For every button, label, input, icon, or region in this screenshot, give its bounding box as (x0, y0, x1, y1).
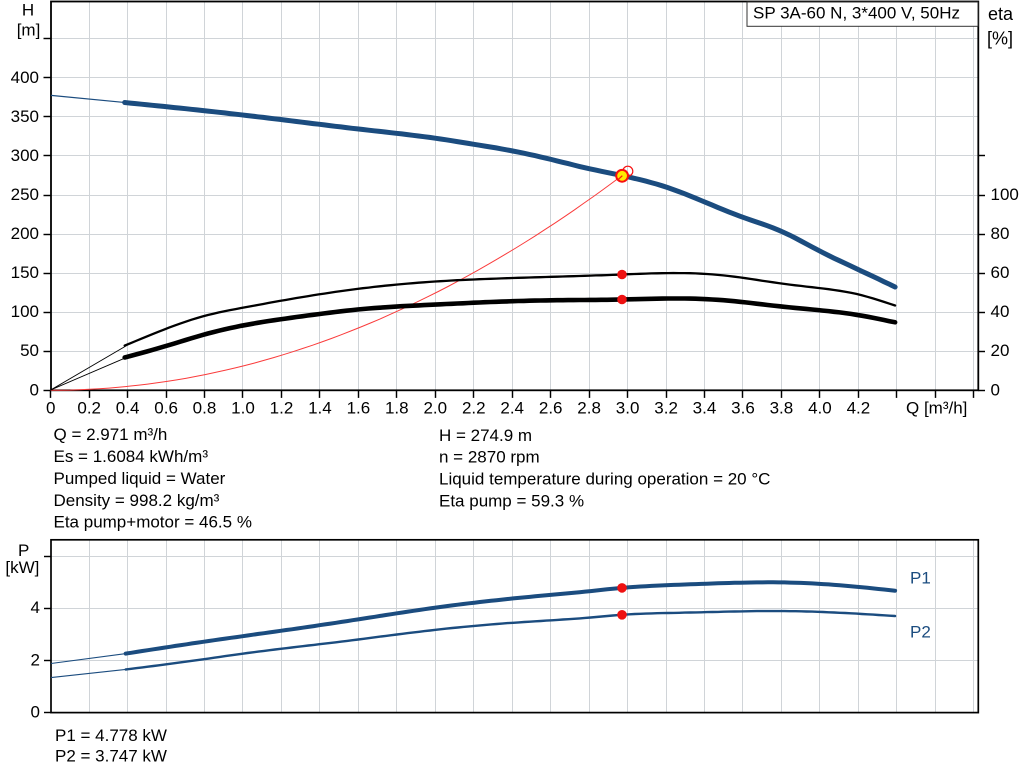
svg-text:P1: P1 (910, 568, 931, 587)
svg-text:1.0: 1.0 (231, 399, 255, 418)
svg-text:1.6: 1.6 (347, 399, 371, 418)
svg-text:1.8: 1.8 (385, 399, 409, 418)
svg-text:50: 50 (20, 341, 39, 360)
svg-text:250: 250 (11, 185, 39, 204)
svg-text:Density = 998.2 kg/m³: Density = 998.2 kg/m³ (54, 491, 220, 510)
svg-text:2.4: 2.4 (500, 399, 524, 418)
svg-text:200: 200 (11, 224, 39, 243)
svg-text:H = 274.9 m: H = 274.9 m (439, 426, 532, 445)
svg-text:Q [m³/h]: Q [m³/h] (906, 399, 967, 418)
svg-text:0.6: 0.6 (154, 399, 178, 418)
svg-text:0: 0 (991, 380, 1000, 399)
svg-text:P2: P2 (910, 622, 931, 641)
svg-text:2.6: 2.6 (539, 399, 563, 418)
svg-text:P2 = 3.747 kW: P2 = 3.747 kW (55, 746, 167, 765)
svg-text:150: 150 (11, 263, 39, 282)
svg-text:eta: eta (988, 4, 1014, 24)
svg-text:n = 2870 rpm: n = 2870 rpm (439, 448, 540, 467)
svg-text:2.8: 2.8 (577, 399, 601, 418)
svg-text:4: 4 (31, 598, 40, 617)
svg-text:3.2: 3.2 (654, 399, 678, 418)
svg-text:0.2: 0.2 (77, 399, 101, 418)
svg-text:1.2: 1.2 (270, 399, 294, 418)
svg-text:[%]: [%] (987, 29, 1013, 49)
svg-text:Q = 2.971 m³/h: Q = 2.971 m³/h (54, 425, 168, 444)
svg-text:3.8: 3.8 (770, 399, 794, 418)
svg-text:350: 350 (11, 107, 39, 126)
svg-text:0.4: 0.4 (116, 399, 140, 418)
svg-text:3.6: 3.6 (731, 399, 755, 418)
svg-text:P: P (18, 541, 29, 560)
svg-text:4.0: 4.0 (808, 399, 832, 418)
svg-text:2.2: 2.2 (462, 399, 486, 418)
svg-text:300: 300 (11, 146, 39, 165)
svg-text:SP 3A-60 N, 3*400 V, 50Hz: SP 3A-60 N, 3*400 V, 50Hz (753, 4, 960, 23)
svg-text:20: 20 (991, 341, 1010, 360)
svg-text:4.2: 4.2 (847, 399, 871, 418)
svg-text:Pumped liquid = Water: Pumped liquid = Water (54, 469, 226, 488)
svg-text:400: 400 (11, 68, 39, 87)
svg-text:Liquid temperature during oper: Liquid temperature during operation = 20… (439, 470, 770, 489)
svg-text:0: 0 (31, 703, 40, 722)
svg-text:Eta pump = 59.3 %: Eta pump = 59.3 % (439, 491, 584, 510)
svg-text:[m]: [m] (17, 20, 41, 39)
svg-text:[kW]: [kW] (5, 558, 39, 577)
svg-text:60: 60 (991, 263, 1010, 282)
svg-text:100: 100 (11, 302, 39, 321)
svg-text:3.0: 3.0 (616, 399, 640, 418)
svg-text:0.8: 0.8 (193, 399, 217, 418)
svg-text:Es = 1.6084 kWh/m³: Es = 1.6084 kWh/m³ (54, 447, 209, 466)
svg-text:2.0: 2.0 (423, 399, 447, 418)
svg-text:2: 2 (31, 650, 40, 669)
svg-text:40: 40 (991, 302, 1010, 321)
svg-text:H: H (22, 0, 34, 19)
svg-text:0: 0 (30, 380, 39, 399)
svg-text:1.4: 1.4 (308, 399, 332, 418)
svg-text:3.4: 3.4 (693, 399, 717, 418)
svg-text:Eta pump+motor = 46.5 %: Eta pump+motor = 46.5 % (54, 513, 252, 532)
svg-text:80: 80 (991, 224, 1010, 243)
svg-text:P1 = 4.778 kW: P1 = 4.778 kW (55, 726, 167, 745)
svg-text:0: 0 (46, 399, 55, 418)
svg-text:100: 100 (991, 185, 1019, 204)
